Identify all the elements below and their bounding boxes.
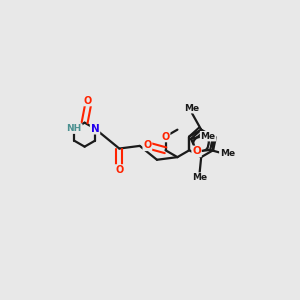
Text: O: O [161, 131, 169, 142]
Text: Me: Me [192, 173, 207, 182]
Text: Me: Me [220, 149, 235, 158]
Text: NH: NH [67, 124, 82, 133]
Text: Me: Me [201, 132, 216, 141]
Text: O: O [84, 95, 92, 106]
Text: O: O [192, 146, 201, 156]
Text: O: O [115, 165, 123, 175]
Text: O: O [143, 140, 152, 150]
Text: Me: Me [184, 104, 200, 113]
Text: N: N [91, 124, 99, 134]
